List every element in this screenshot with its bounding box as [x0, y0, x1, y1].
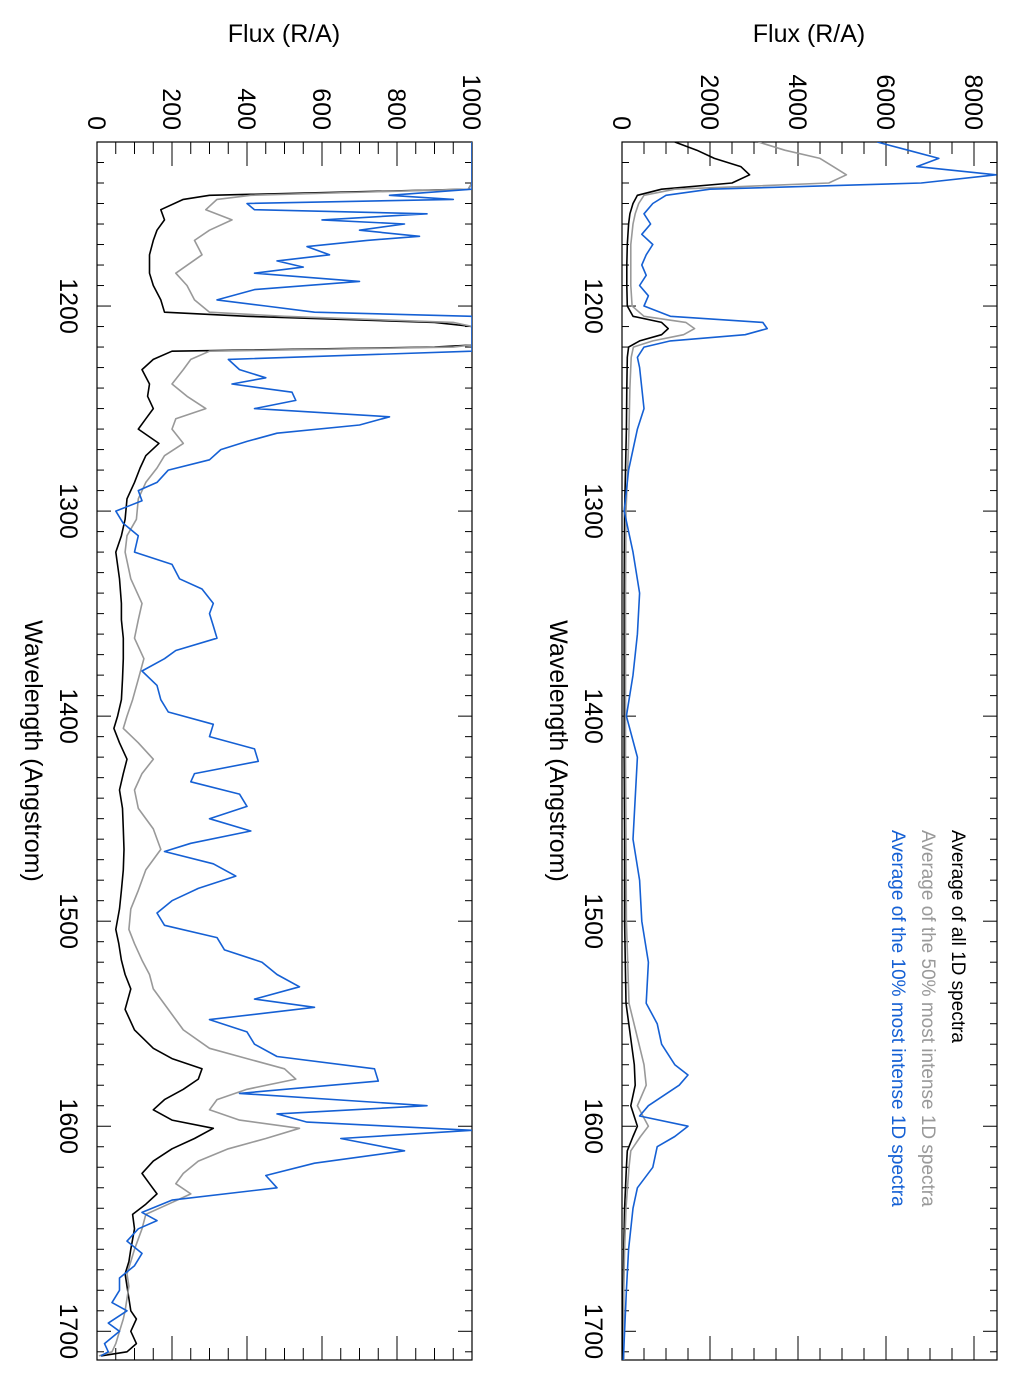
top-series-group [622, 142, 997, 1360]
flux-tick-label: 400 [232, 88, 260, 130]
flux-tick-label: 1000 [457, 74, 485, 130]
wavelength-tick-label: 1500 [579, 893, 607, 949]
flux-tick-label: 800 [382, 88, 410, 130]
top-x-axis-title: Wavelength (Angstrom) [544, 620, 572, 882]
bottom-plot-frame [96, 141, 473, 1361]
bottom-x-axis-title: Wavelength (Angstrom) [19, 620, 47, 882]
flux-tick-label: 4000 [783, 74, 811, 130]
legend-entry-50pct: Average of the 50% most intense 1D spect… [917, 830, 938, 1207]
wavelength-tick-label: 1400 [54, 688, 82, 744]
wavelength-tick-label: 1200 [54, 278, 82, 334]
wavelength-tick-label: 1700 [579, 1303, 607, 1359]
series-line-all [622, 142, 751, 1360]
series-line-top10 [100, 142, 472, 1357]
flux-tick-label: 0 [82, 116, 110, 130]
wavelength-tick-label: 1200 [579, 278, 607, 334]
bottom-panel: Flux (R/A) Wavelength (Angstrom) 1200 130… [19, 20, 485, 1361]
series-line-top50 [98, 142, 472, 1357]
bottom-series-group [98, 142, 472, 1357]
top-ticks [621, 142, 997, 1360]
bottom-ticks [96, 142, 473, 1360]
wavelength-tick-label: 1600 [54, 1098, 82, 1154]
flux-tick-label: 2000 [695, 74, 723, 130]
top-plot-frame [621, 141, 998, 1361]
wavelength-tick-label: 1300 [579, 483, 607, 539]
top-panel: Flux (R/A) Wavelength (Angstrom) 1200 130… [544, 20, 998, 1361]
top-y-axis-title: Flux (R/A) [753, 20, 866, 48]
legend-entry-10pct: Average of the 10% most intense 1D spect… [887, 830, 908, 1207]
series-line-top10 [622, 142, 997, 1360]
bottom-tick-labels: 1200 1300 1400 1500 1600 1700 0 200 400 600 800 100… [54, 74, 485, 1359]
flux-tick-label: 8000 [959, 74, 987, 130]
series-line-all [100, 142, 472, 1357]
flux-tick-label: 600 [307, 88, 335, 130]
wavelength-tick-label: 1600 [579, 1098, 607, 1154]
flux-tick-label: 6000 [871, 74, 899, 130]
wavelength-tick-label: 1500 [54, 893, 82, 949]
top-tick-labels: 1200 1300 1400 1500 1600 1700 0 2000 4000 6000 800… [579, 74, 987, 1359]
wavelength-tick-label: 1700 [54, 1303, 82, 1359]
series-line-top50 [622, 142, 848, 1360]
wavelength-tick-label: 1300 [54, 483, 82, 539]
legend-entry-all: Average of all 1D spectra [947, 830, 968, 1043]
flux-tick-label: 200 [157, 88, 185, 130]
legend: Average of all 1D spectra Average of the… [887, 830, 968, 1207]
flux-tick-label: 0 [607, 116, 635, 130]
wavelength-tick-label: 1400 [579, 688, 607, 744]
bottom-y-axis-title: Flux (R/A) [228, 20, 341, 48]
